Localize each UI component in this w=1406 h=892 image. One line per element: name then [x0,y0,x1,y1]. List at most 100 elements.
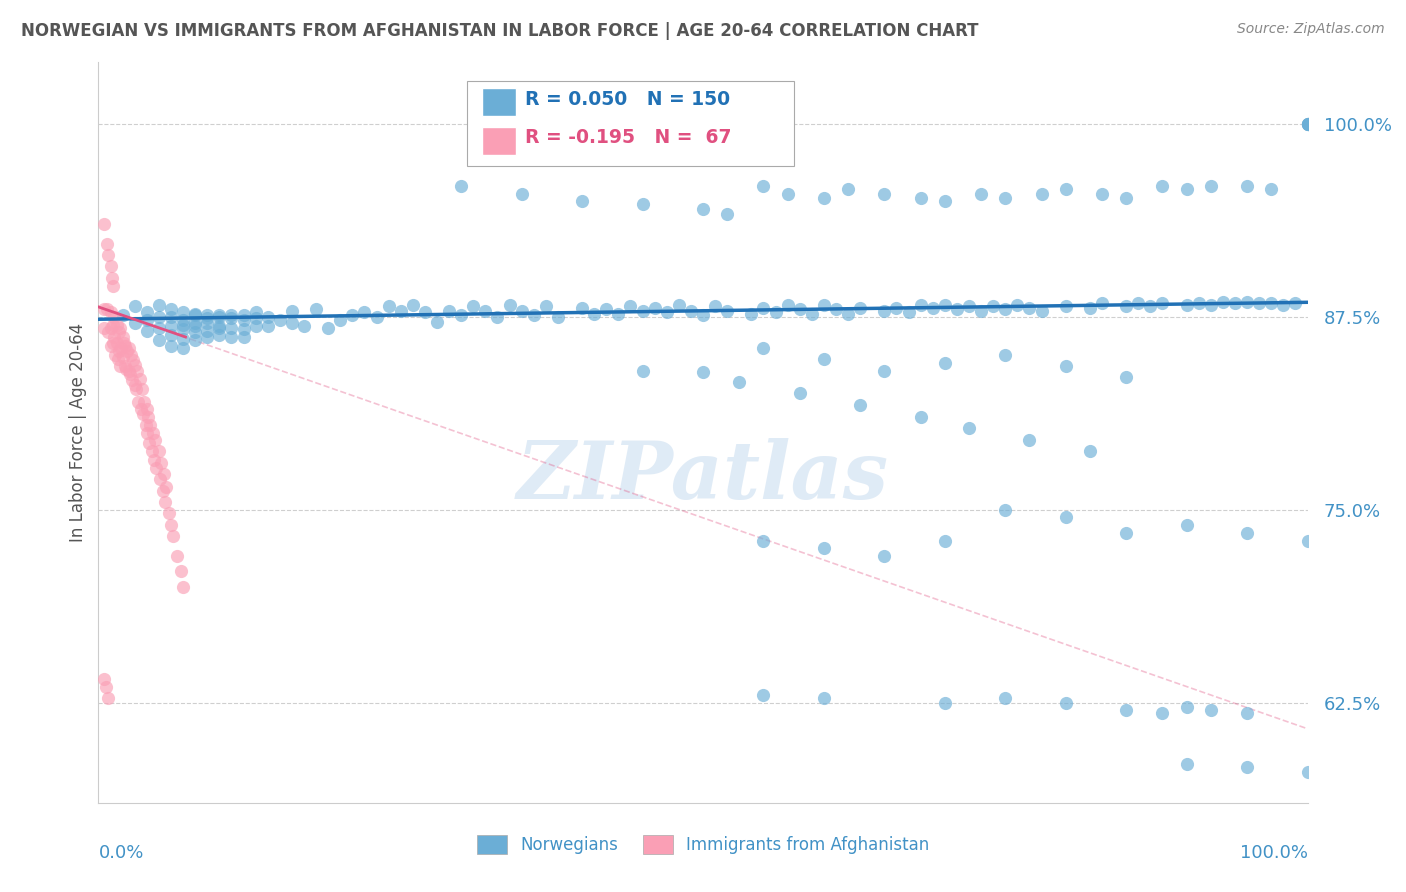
Point [145,461,167,475]
Point [195,316,218,330]
Point [108,326,131,340]
Point [149,472,172,486]
Point [1031,303,1053,318]
Point [100,305,122,319]
Point [120,349,142,363]
Point [1199,297,1222,311]
Point [897,305,920,319]
Point [523,309,546,323]
Point [245,311,267,326]
Point [160,339,183,353]
Point [1152,178,1174,193]
Text: NORWEGIAN VS IMMIGRANTS FROM AFGHANISTAN IN LABOR FORCE | AGE 20-64 CORRELATION : NORWEGIAN VS IMMIGRANTS FROM AFGHANISTAN… [21,22,979,40]
Point [595,302,617,317]
Point [97,248,120,262]
Point [1296,117,1319,131]
Point [450,178,472,193]
Point [1284,296,1306,310]
Point [994,690,1017,705]
Point [389,303,412,318]
Point [1296,117,1319,131]
Point [135,425,157,440]
Point [221,320,243,334]
Point [377,299,399,313]
Y-axis label: In Labor Force | Age 20-64: In Labor Force | Age 20-64 [69,323,87,542]
Point [111,350,134,364]
Point [1031,186,1053,201]
Point [498,297,520,311]
Point [232,330,254,344]
Point [1091,296,1114,310]
Point [1236,706,1258,721]
Point [1296,533,1319,548]
Point [97,326,120,340]
Point [957,299,980,313]
Point [208,310,231,324]
Point [813,191,835,205]
Text: R = -0.195   N =  67: R = -0.195 N = 67 [526,128,731,146]
Point [837,182,859,196]
Point [124,358,146,372]
Point [1296,117,1319,131]
Point [716,303,738,318]
Point [134,394,156,409]
Point [138,436,160,450]
Point [148,297,170,311]
FancyBboxPatch shape [482,88,516,117]
Point [166,549,188,563]
Point [135,305,157,319]
Point [607,307,630,321]
Point [1054,299,1077,313]
Point [1152,296,1174,310]
Legend: Norwegians, Immigrants from Afghanistan: Norwegians, Immigrants from Afghanistan [470,829,936,861]
Point [1199,178,1222,193]
Point [910,297,932,311]
Point [813,351,835,366]
Point [765,305,787,319]
Point [172,322,194,336]
Point [1272,297,1295,311]
Point [1296,117,1319,131]
Point [143,434,166,448]
Point [184,316,207,330]
Point [957,421,980,435]
Point [644,301,666,315]
Point [1296,764,1319,779]
Point [195,324,218,338]
Point [692,202,714,216]
Point [108,343,131,358]
Point [132,407,155,421]
Text: ZIPatlas: ZIPatlas [517,438,889,516]
Point [93,320,115,334]
Point [1175,757,1198,772]
Point [679,303,702,318]
Point [353,305,375,319]
Point [934,297,956,311]
Point [994,191,1017,205]
Point [789,302,811,317]
Point [292,319,315,334]
Point [172,580,194,594]
Point [849,301,872,315]
Point [547,310,569,324]
Point [172,305,194,319]
Point [1018,434,1040,448]
Point [107,351,129,366]
Point [1175,182,1198,196]
FancyBboxPatch shape [482,127,516,155]
Point [655,305,678,319]
Point [208,309,231,323]
Point [1152,706,1174,721]
Point [93,673,115,687]
Point [184,333,207,347]
Point [426,315,449,329]
Point [122,353,145,368]
Point [103,330,125,344]
Point [160,328,183,343]
Point [172,318,194,332]
Text: R = 0.050   N = 150: R = 0.050 N = 150 [526,90,730,109]
Point [135,313,157,327]
Point [150,457,173,471]
Point [316,320,339,334]
Point [195,311,218,326]
